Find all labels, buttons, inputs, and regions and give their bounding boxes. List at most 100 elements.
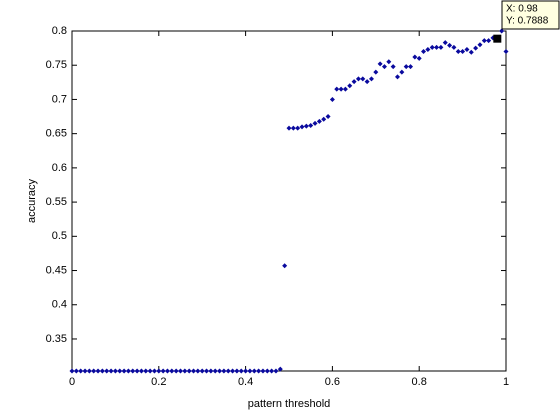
point [147, 368, 153, 374]
y-tick-label: 0.4 [52, 299, 67, 311]
point [316, 118, 322, 124]
point [486, 38, 492, 44]
point [91, 368, 97, 374]
point [212, 368, 218, 374]
point [290, 125, 296, 131]
x-axis-label: pattern threshold [248, 398, 331, 410]
datatip-marker [493, 34, 502, 43]
axes-box [71, 30, 507, 372]
point [395, 74, 400, 80]
point [82, 368, 88, 374]
point [390, 64, 396, 70]
point [164, 368, 170, 374]
point [151, 368, 157, 374]
point [230, 368, 236, 374]
point [156, 368, 162, 374]
datatip-label: X: 0.98 [506, 4, 538, 15]
x-tick-label: 0.4 [238, 376, 253, 388]
point [377, 61, 383, 67]
point [104, 368, 110, 374]
point [399, 69, 405, 75]
y-tick-label: 0.45 [46, 264, 67, 276]
point [112, 368, 118, 374]
point [256, 368, 262, 374]
point [455, 49, 461, 55]
point [325, 114, 331, 120]
datatip-label: Y: 0.7888 [506, 16, 549, 27]
y-tick-label: 0.65 [46, 128, 67, 140]
point [295, 125, 301, 131]
y-tick-label: 0.35 [46, 333, 67, 345]
point [225, 368, 231, 374]
point [160, 368, 166, 374]
point [269, 368, 275, 374]
x-tick-label: 0 [69, 376, 75, 388]
point [251, 368, 257, 374]
point [78, 368, 84, 374]
point [364, 79, 370, 85]
point [95, 368, 101, 374]
point [338, 86, 344, 92]
point [173, 368, 179, 374]
y-tick-label: 0.6 [52, 162, 67, 174]
y-tick-label: 0.75 [46, 59, 67, 71]
point [334, 86, 340, 92]
point [234, 368, 240, 374]
point [178, 368, 183, 374]
point [347, 83, 353, 89]
point [86, 368, 92, 374]
point [238, 368, 244, 374]
point [273, 368, 279, 374]
point [434, 44, 440, 50]
point [503, 49, 509, 55]
point [481, 38, 487, 44]
point [121, 368, 127, 374]
point [368, 76, 374, 82]
x-tick-label: 0.8 [412, 376, 427, 388]
point [473, 45, 479, 51]
point [125, 368, 131, 374]
y-axis-label: accuracy [26, 178, 38, 223]
point [412, 54, 418, 60]
point [442, 40, 448, 46]
datatip-box [501, 0, 560, 30]
point [199, 368, 205, 374]
x-tick-label: 1 [503, 376, 509, 388]
point [264, 368, 270, 374]
point [143, 368, 149, 374]
point [169, 368, 175, 374]
point [312, 120, 318, 126]
point [138, 368, 144, 374]
point [303, 123, 309, 129]
point [425, 46, 431, 52]
point [277, 366, 283, 372]
point [208, 368, 214, 374]
y-tick-label: 0.55 [46, 196, 67, 208]
point [299, 124, 305, 130]
point [351, 79, 357, 85]
point [447, 42, 453, 48]
point [499, 28, 505, 34]
x-tick-label: 0.2 [151, 376, 166, 388]
point [134, 368, 140, 374]
point [386, 59, 392, 65]
point [286, 125, 292, 131]
point [204, 368, 210, 374]
point [429, 44, 435, 50]
point [99, 368, 105, 374]
point [260, 368, 266, 374]
point [247, 368, 253, 374]
point [130, 368, 136, 374]
y-tick-label: 0.7 [52, 93, 67, 105]
y-tick-label: 0.5 [52, 230, 67, 242]
point [464, 46, 470, 52]
point [69, 368, 75, 374]
point [416, 55, 422, 61]
point [360, 76, 366, 82]
x-tick-label: 0.6 [325, 376, 340, 388]
point [217, 368, 223, 374]
point [182, 368, 188, 374]
point [73, 368, 79, 374]
point [468, 49, 474, 55]
